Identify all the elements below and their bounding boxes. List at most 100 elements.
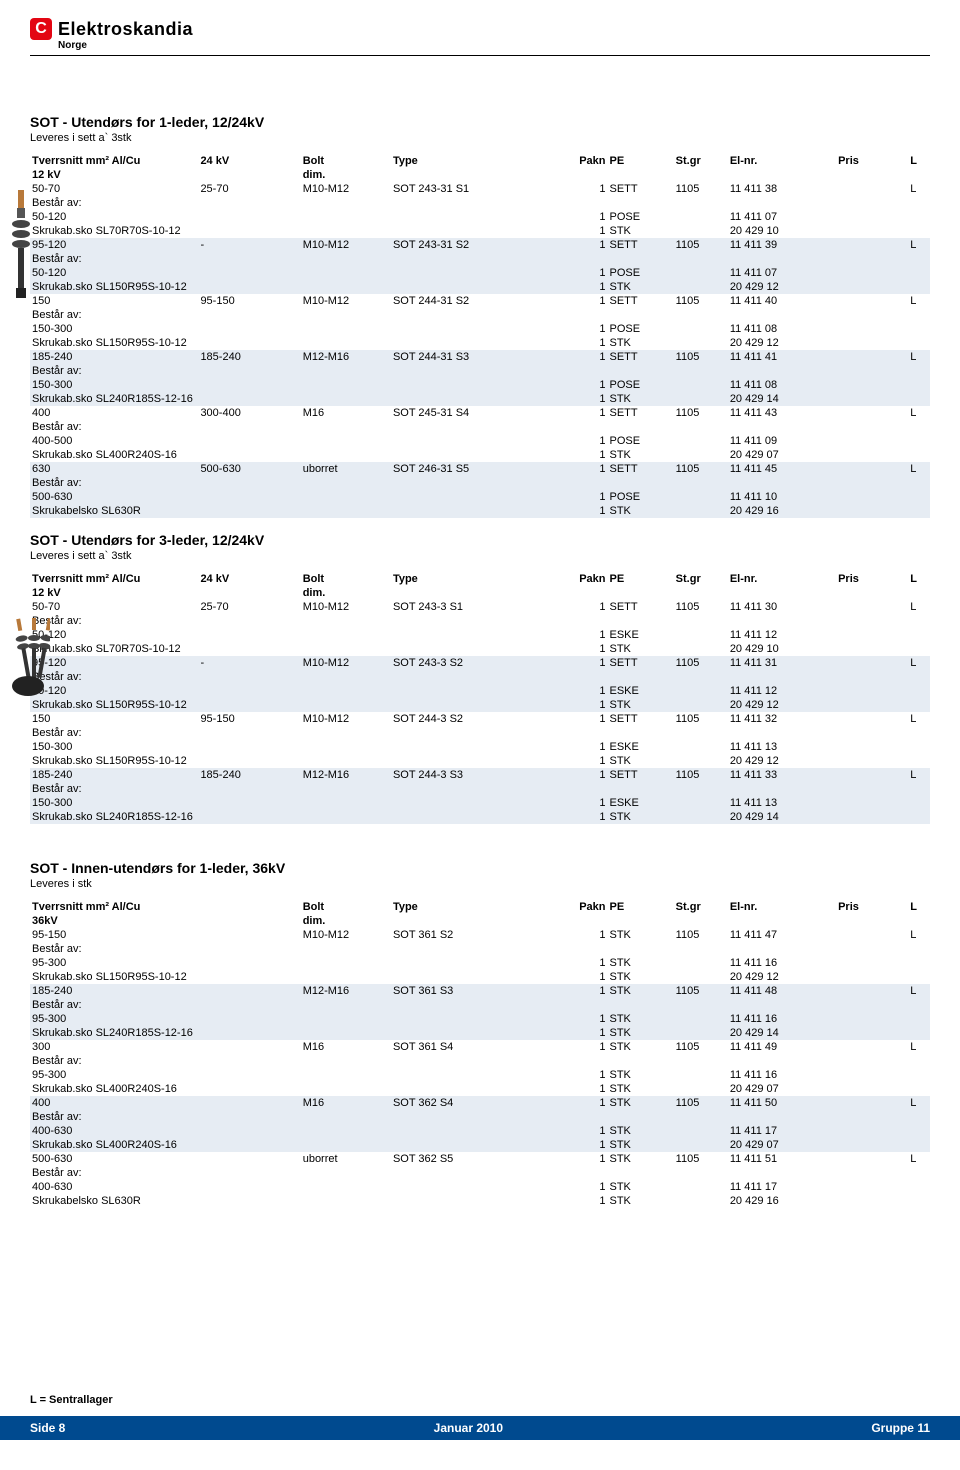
table-cell: SETT — [608, 182, 674, 196]
table-cell — [836, 1180, 908, 1194]
table-cell — [608, 726, 674, 740]
table-header-cell: PE — [608, 900, 674, 914]
table-cell: L — [908, 984, 930, 998]
table-header-cell: Pakn — [547, 154, 607, 168]
table-cell — [198, 1152, 300, 1166]
table-cell: 1 — [547, 928, 607, 942]
table-cell — [391, 796, 547, 810]
table-cell: POSE — [608, 434, 674, 448]
table-row: Består av: — [30, 726, 930, 740]
table-cell: SETT — [608, 406, 674, 420]
table-cell: L — [908, 406, 930, 420]
table-cell — [728, 364, 836, 378]
table-header-cell: Type — [391, 572, 547, 586]
table-row: 95-3001STK11 411 16 — [30, 1012, 930, 1026]
table-cell: Består av: — [30, 1110, 547, 1124]
table-header-cell — [198, 586, 300, 600]
table-header-cell — [728, 168, 836, 182]
brand-name: Elektroskandia — [58, 19, 193, 40]
table-cell — [674, 628, 728, 642]
table-header-row: 36kVdim. — [30, 914, 930, 928]
table-cell: 95-150 — [30, 928, 198, 942]
table-cell — [674, 810, 728, 824]
table-cell — [608, 942, 674, 956]
table-cell: 11 411 09 — [728, 434, 836, 448]
table-cell: 11 411 51 — [728, 1152, 836, 1166]
table-cell — [608, 670, 674, 684]
table-cell — [608, 998, 674, 1012]
table-cell — [674, 1012, 728, 1026]
table-cell: 1 — [547, 1012, 607, 1026]
table-cell: 1 — [547, 642, 607, 656]
table-cell: 300 — [30, 1040, 198, 1054]
table-cell — [908, 1194, 930, 1208]
table-header-cell — [547, 914, 607, 928]
table-cell — [608, 782, 674, 796]
table-row: Består av: — [30, 1110, 930, 1124]
table-cell — [301, 490, 391, 504]
table-cell: M10-M12 — [301, 712, 391, 726]
table-cell — [836, 238, 908, 252]
table-row: Består av: — [30, 670, 930, 684]
table-cell: 1 — [547, 1138, 607, 1152]
table-cell — [908, 998, 930, 1012]
table-header-cell — [547, 586, 607, 600]
table-cell — [674, 1110, 728, 1124]
table-row: 500-6301POSE11 411 10 — [30, 490, 930, 504]
table-cell — [728, 942, 836, 956]
table-cell — [674, 224, 728, 238]
table-header-cell — [391, 586, 547, 600]
table-cell — [908, 754, 930, 768]
table-cell — [728, 1054, 836, 1068]
table-cell — [836, 280, 908, 294]
table-cell: 1 — [547, 1194, 607, 1208]
table-cell: STK — [608, 642, 674, 656]
footer-right: Gruppe 11 — [871, 1421, 930, 1435]
table-cell — [674, 336, 728, 350]
table-cell — [836, 600, 908, 614]
header-divider — [30, 55, 930, 56]
table-header-cell: L — [908, 900, 930, 914]
table-cell — [547, 196, 607, 210]
table-cell: uborret — [301, 462, 391, 476]
table-cell — [836, 1068, 908, 1082]
table-header-cell — [198, 900, 300, 914]
table-row: 50-1201POSE11 411 07 — [30, 210, 930, 224]
table-cell — [198, 490, 300, 504]
table-cell — [908, 322, 930, 336]
table-cell — [547, 614, 607, 628]
table-cell — [198, 984, 300, 998]
table-cell: - — [198, 238, 300, 252]
table-row: Skrukab.sko SL240R185S-12-161STK20 429 1… — [30, 810, 930, 824]
table-cell — [674, 782, 728, 796]
table-cell: 1 — [547, 266, 607, 280]
table-cell: SETT — [608, 462, 674, 476]
table-cell — [674, 1194, 728, 1208]
table-header-cell: Bolt — [301, 154, 391, 168]
table-cell — [908, 1124, 930, 1138]
table-cell: POSE — [608, 322, 674, 336]
table-cell — [391, 322, 547, 336]
table-row: Skrukab.sko SL70R70S-10-121STK20 429 10 — [30, 224, 930, 238]
table-cell — [908, 782, 930, 796]
table-cell: Består av: — [30, 420, 547, 434]
table-row: 400300-400M16SOT 245-31 S41SETT110511 41… — [30, 406, 930, 420]
table-cell: L — [908, 182, 930, 196]
table-cell — [198, 322, 300, 336]
table-cell — [908, 1054, 930, 1068]
table-cell: STK — [608, 392, 674, 406]
table-cell: 95-120 — [30, 238, 198, 252]
table-cell: SOT 243-3 S1 — [391, 600, 547, 614]
table-cell — [608, 1110, 674, 1124]
table-header-cell — [608, 914, 674, 928]
table-cell — [728, 1110, 836, 1124]
table-cell — [674, 684, 728, 698]
table-cell: 1 — [547, 1026, 607, 1040]
table-cell — [836, 252, 908, 266]
table-row: Skrukab.sko SL400R240S-161STK20 429 07 — [30, 1082, 930, 1096]
footer-left: Side 8 — [30, 1421, 65, 1435]
table-cell: 20 429 10 — [728, 224, 836, 238]
table-cell — [836, 1054, 908, 1068]
table-cell: 20 429 12 — [728, 336, 836, 350]
table-cell — [674, 266, 728, 280]
